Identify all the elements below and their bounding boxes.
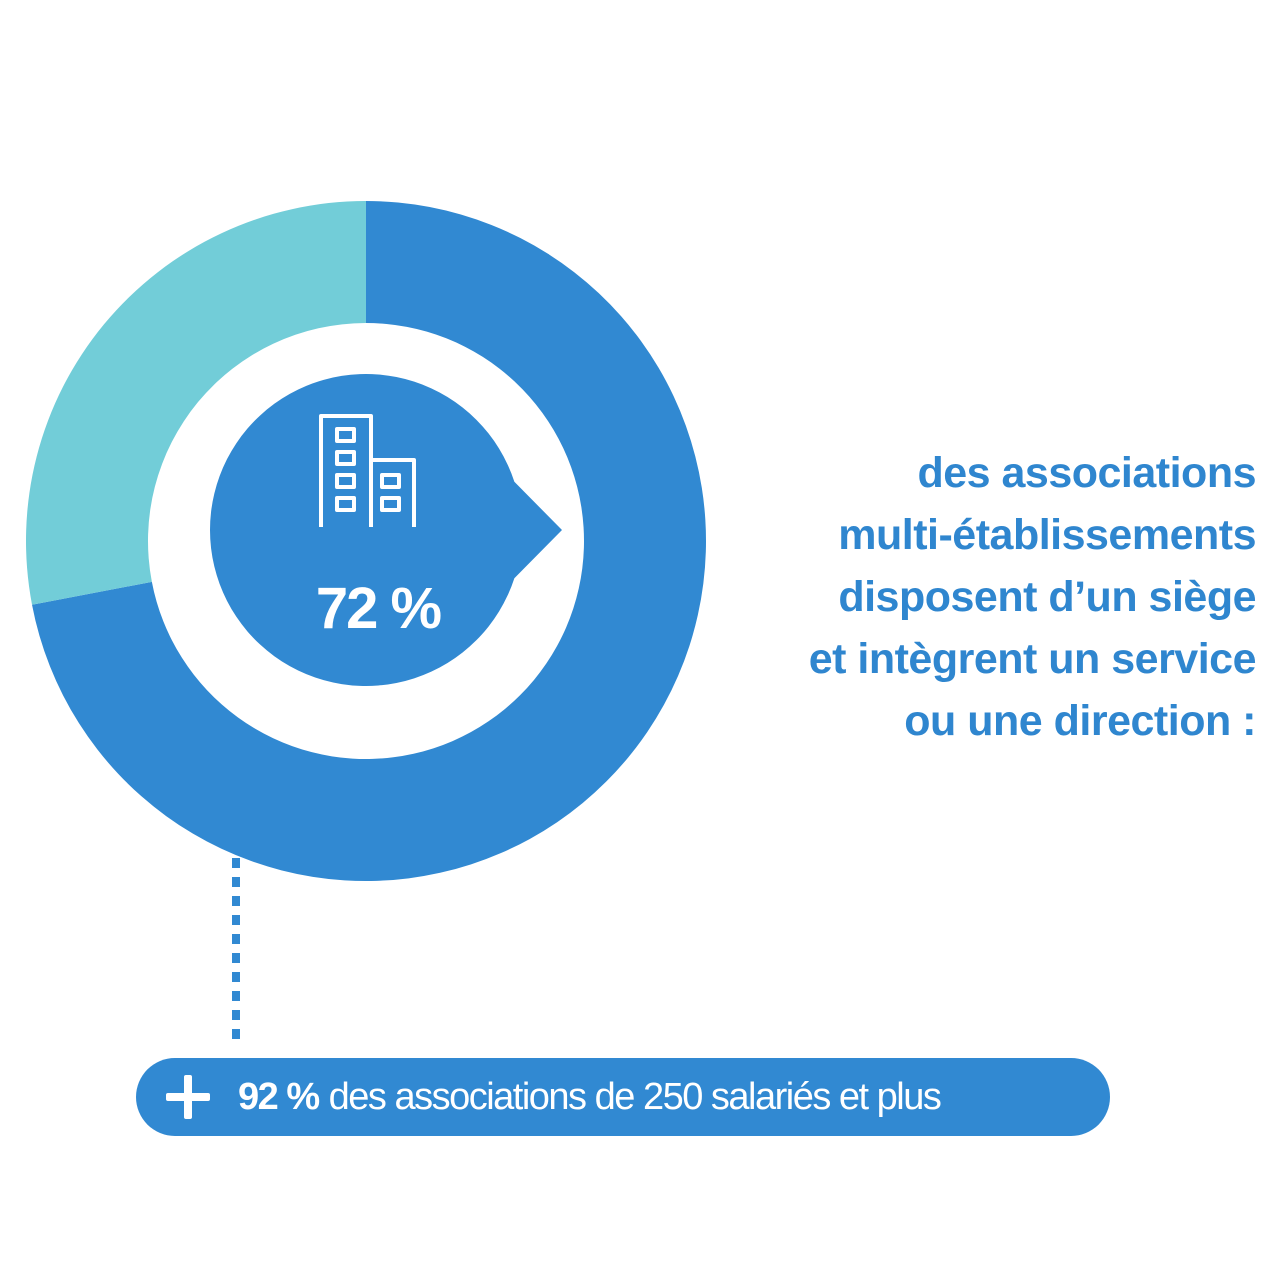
caption-line: des associations <box>917 449 1256 497</box>
connector-dot <box>232 858 240 868</box>
connector-dot <box>232 953 240 963</box>
dotted-connector <box>232 858 240 1039</box>
plus-icon <box>166 1075 210 1119</box>
center-bubble-shape <box>210 374 562 687</box>
center-bubble: 72 % <box>210 374 562 687</box>
donut-slice-1 <box>32 201 706 881</box>
caption-line: et intègrent un service <box>808 635 1257 683</box>
center-value-label: 72 % <box>316 576 442 641</box>
caption-line: multi-établissements <box>838 511 1256 559</box>
connector-dot <box>232 877 240 887</box>
donut-slices <box>25 201 706 881</box>
caption-line: disposent d’un siège <box>838 573 1256 621</box>
connector-dot <box>232 972 240 982</box>
caption: des associations multi-établissements di… <box>696 442 1257 752</box>
caption-line: ou une direction : <box>904 697 1256 745</box>
connector-dot <box>232 896 240 906</box>
connector-dot <box>232 991 240 1001</box>
note-text: des associations de 250 salariés et plus <box>328 1075 942 1118</box>
note-value: 92 % <box>238 1075 320 1118</box>
connector-dot <box>232 915 240 925</box>
donut-slice-2 <box>25 201 366 605</box>
note-pill: 92 % des associations de 250 salariés et… <box>136 1058 1110 1136</box>
building-icon <box>319 414 416 527</box>
connector-dot <box>232 1010 240 1020</box>
connector-dot <box>232 934 240 944</box>
connector-dot <box>232 1029 240 1039</box>
